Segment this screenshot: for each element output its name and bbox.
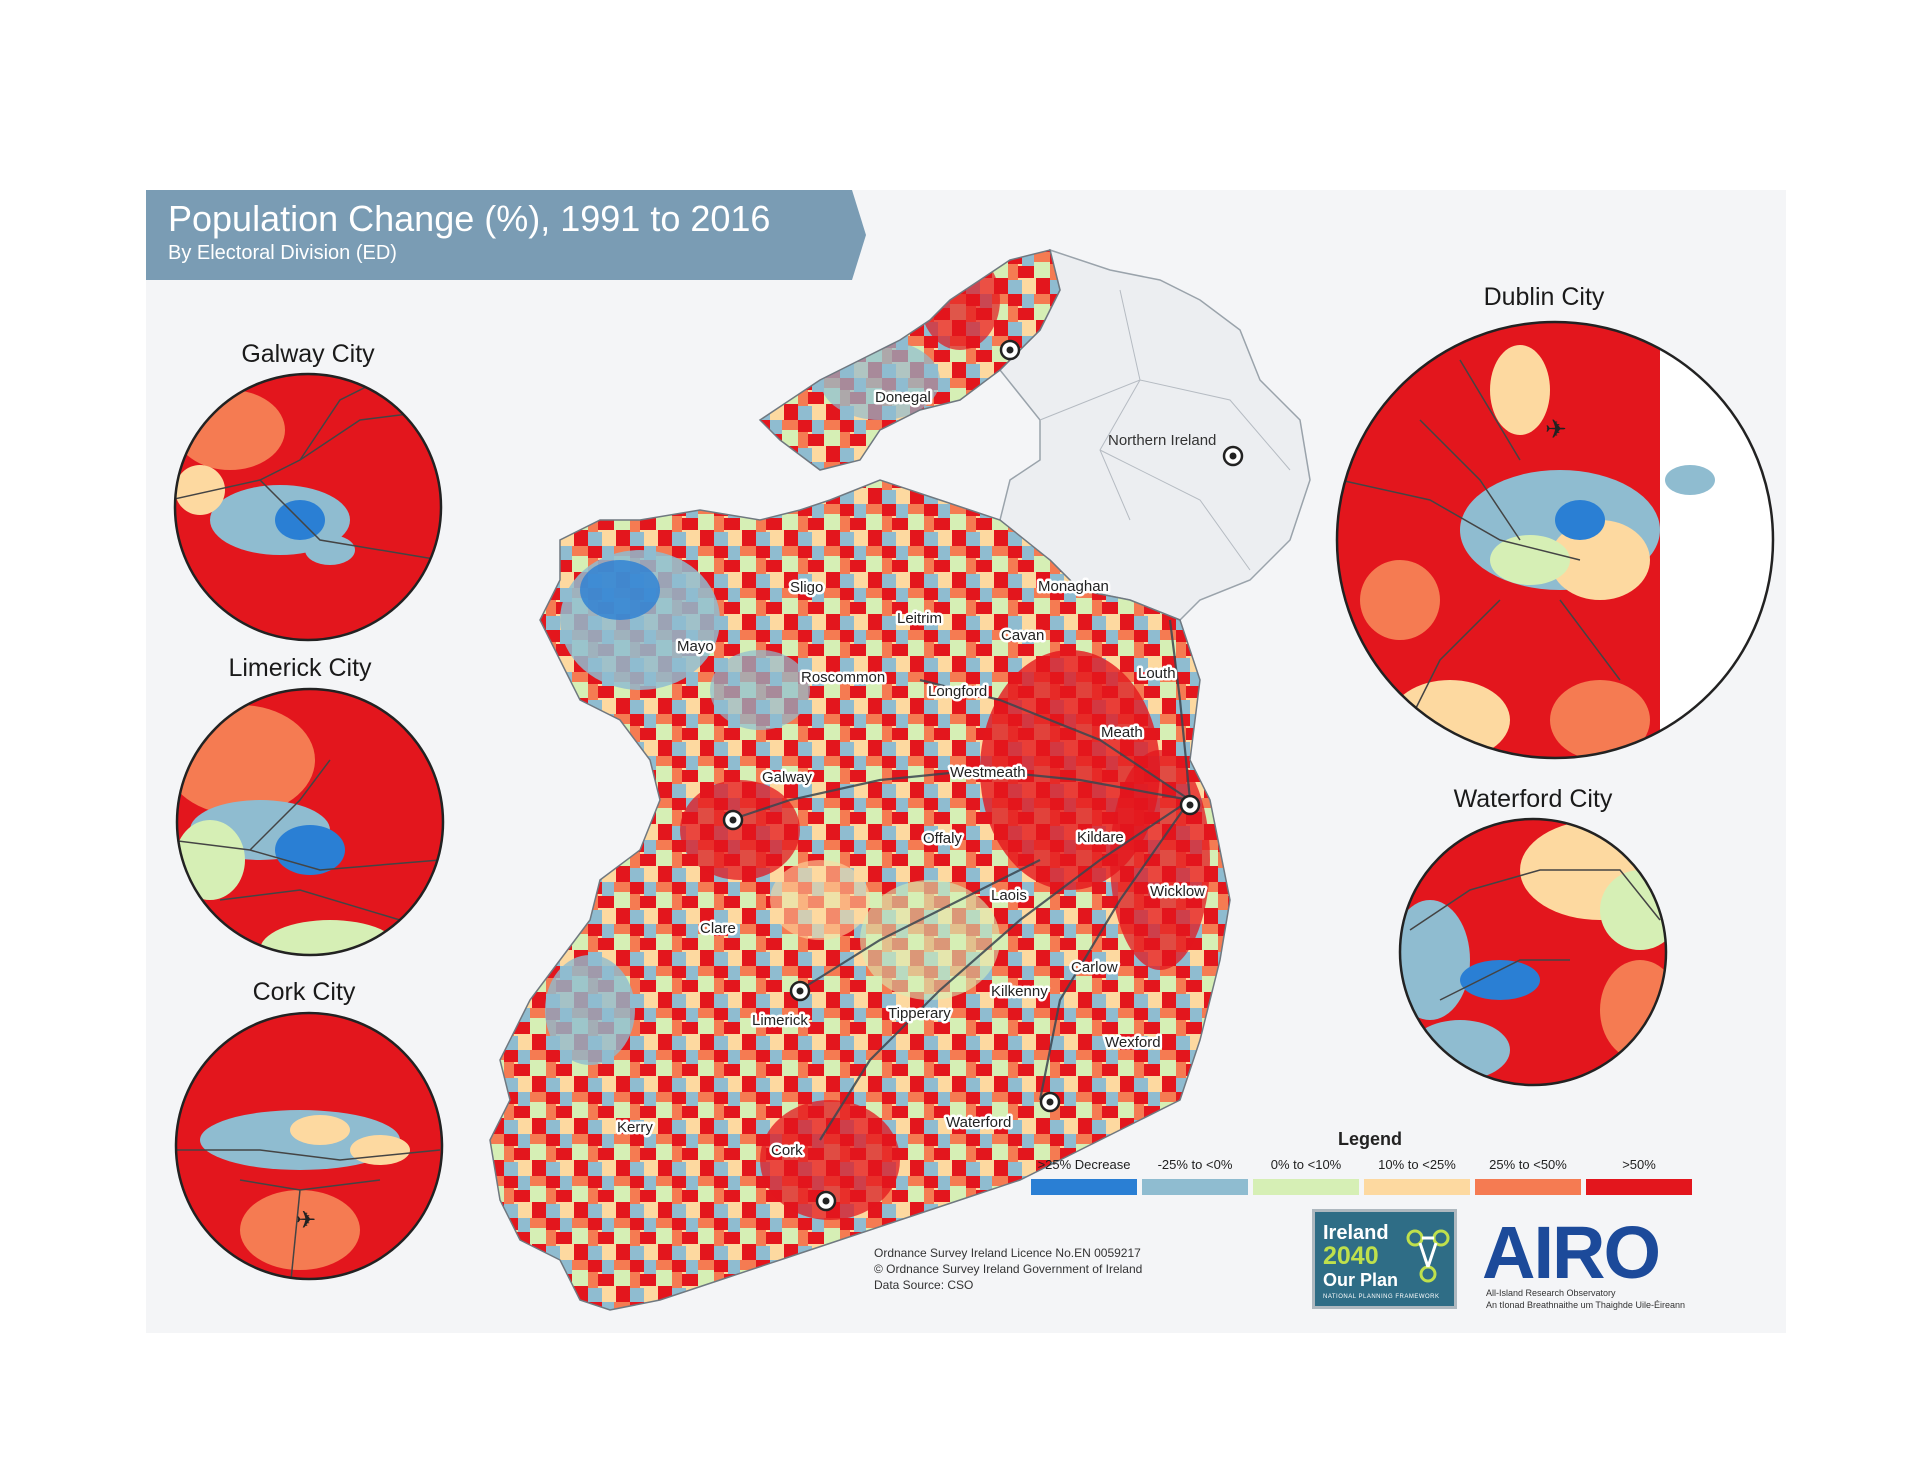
city-marker-derry [999,339,1021,361]
county-labels: Donegal Sligo Leitrim Monaghan Mayo Cava… [615,387,1208,1162]
motorway-network [729,619,1192,1141]
logo-text: Our Plan [1323,1270,1399,1290]
legend-swatch [1586,1179,1692,1195]
logo-text: 2040 [1323,1242,1379,1270]
county-label: Kerry [617,1119,653,1136]
city-marker-dublin [1179,794,1201,816]
credit-line: Data Source: CSO [874,1278,974,1292]
county-label: Offaly [923,830,962,847]
county-label: Waterford [946,1114,1011,1131]
county-label: Kildare [1077,829,1124,846]
credit-line: © Ordnance Survey Ireland Government of … [874,1262,1143,1276]
inset-title-limerick: Limerick City [228,654,372,682]
inset-title-dublin: Dublin City [1483,283,1605,311]
map-credits: Ordnance Survey Ireland Licence No.EN 00… [874,1245,1142,1293]
inset-waterford-map [1398,817,1668,1087]
legend-label: 10% to <25% [1378,1157,1456,1172]
county-label: Monaghan [1038,578,1109,595]
airport-icon: ✈ [296,1207,316,1234]
county-label: Donegal [875,389,931,406]
ireland-coastline [489,249,1231,1311]
city-marker-limerick [789,980,811,1002]
legend-title: Legend [1337,1129,1402,1149]
county-label: Meath [1101,724,1143,741]
inset-cork-map: ✈ [174,1011,444,1281]
airo-wordmark: AIRO [1482,1211,1661,1294]
city-marker-cork [815,1190,837,1212]
legend-label: >25% Decrease [1037,1157,1131,1172]
airo-subtitle: All-Island Research Observatory [1486,1288,1616,1298]
county-label: Sligo [790,579,823,596]
northern-ireland-label: Northern Ireland [1108,432,1216,449]
legend-swatch [1031,1179,1137,1195]
county-label: Roscommon [801,669,885,686]
logo-text: Ireland [1323,1222,1389,1244]
credit-line: Ordnance Survey Ireland Licence No.EN 00… [874,1246,1141,1260]
county-label: Clare [700,920,736,937]
city-marker-waterford [1039,1091,1061,1113]
county-label: Limerick [752,1012,808,1029]
inset-limerick-map [175,687,445,957]
county-label: Carlow [1071,959,1118,976]
legend-swatch [1475,1179,1581,1195]
county-label: Tipperary [888,1005,951,1022]
inset-title-waterford: Waterford City [1453,785,1613,813]
county-label: Cork [771,1142,803,1159]
inset-title-cork: Cork City [252,978,356,1006]
legend-label: -25% to <0% [1157,1157,1233,1172]
ni-internal-borders [1039,289,1291,571]
city-marker-galway [722,809,744,831]
inset-title-galway: Galway City [241,340,375,368]
legend-swatch [1364,1179,1470,1195]
logo-text: NATIONAL PLANNING FRAMEWORK [1323,1294,1440,1300]
title-banner-shape [146,190,866,280]
harp-icon [1406,1229,1450,1283]
county-label: Mayo [677,638,714,655]
legend-label: 0% to <10% [1270,1157,1342,1172]
legend-swatch [1253,1179,1359,1195]
county-label: Kilkenny [991,983,1048,1000]
legend-label: >50% [1622,1157,1656,1172]
title-banner: Population Change (%), 1991 to 2016 By E… [146,190,866,280]
airo-logo: AIRO All-Island Research Observatory An … [1482,1210,1702,1310]
county-label: Cavan [1001,627,1044,644]
county-label: Longford [928,683,987,700]
ireland-2040-logo: Ireland 2040 Our Plan NATIONAL PLANNING … [1312,1209,1457,1309]
county-label: Westmeath [950,764,1026,781]
county-label: Wexford [1105,1034,1161,1051]
inset-dublin-map: ✈ [1335,320,1775,760]
map-title: Population Change (%), 1991 to 2016 [168,198,771,239]
county-label: Leitrim [897,610,942,627]
inset-galway-map [173,372,443,642]
legend-label: 25% to <50% [1489,1157,1567,1172]
airport-icon: ✈ [1545,414,1567,444]
county-label: Wicklow [1150,883,1205,900]
city-markers [722,339,1244,1212]
city-marker-belfast [1222,445,1244,467]
legend: Legend >25% Decrease -25% to <0% 0% to <… [1030,1125,1710,1205]
county-label: Galway [762,769,813,786]
county-label: Louth [1138,665,1176,682]
county-label: Laois [991,887,1027,904]
map-subtitle: By Electoral Division (ED) [168,242,397,264]
airo-subtitle: An tIonad Breathnaithe um Thaighde Uile-… [1486,1300,1685,1310]
legend-swatch [1142,1179,1248,1195]
